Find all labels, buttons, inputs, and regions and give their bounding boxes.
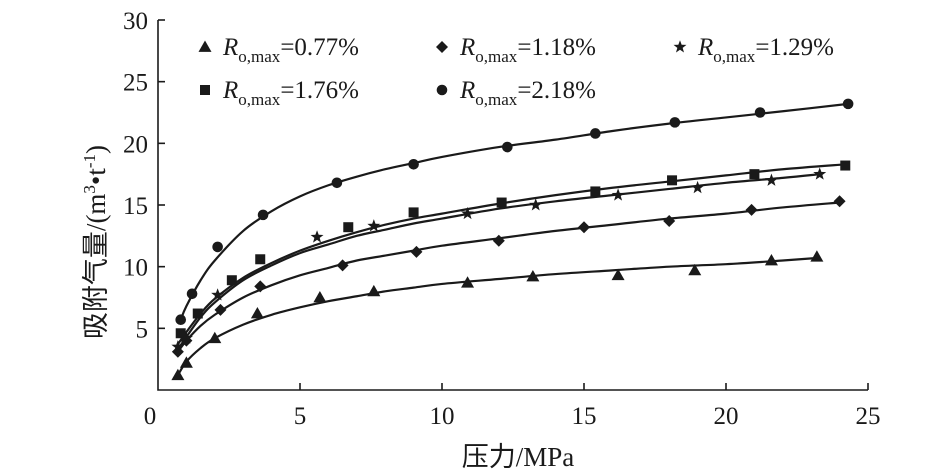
y-axis-title-main: 吸附气量/(m: [81, 194, 111, 340]
data-point-square: [667, 175, 678, 186]
data-markers: [171, 98, 854, 381]
fit-curve-star: [176, 173, 820, 350]
data-point-star: [171, 340, 185, 353]
data-point-triangle: [611, 268, 625, 281]
data-point-circle: [590, 128, 601, 139]
x-tick-label: 0: [144, 403, 157, 430]
data-point-circle: [669, 117, 681, 128]
data-point-circle: [212, 241, 223, 253]
y-tick-label: 10: [123, 255, 148, 282]
data-point-diamond: [492, 234, 505, 247]
data-point-circle: [408, 159, 419, 170]
y-axis-title-sup1: 3: [80, 185, 99, 194]
data-point-triangle: [250, 307, 264, 319]
data-point-diamond: [214, 303, 227, 316]
legend-label-square: Ro,max=1.76%: [222, 77, 359, 109]
data-point-star: [611, 188, 625, 201]
data-point-square: [255, 254, 266, 265]
data-point-square: [192, 308, 203, 319]
data-point-diamond: [745, 203, 758, 216]
data-point-star: [461, 206, 475, 220]
legend-marker-triangle: [198, 40, 212, 52]
x-tick-label: 5: [294, 403, 307, 430]
data-point-triangle: [313, 291, 327, 303]
y-tick-label: 15: [123, 193, 148, 220]
x-axis-title: 压力/MPa: [462, 442, 575, 472]
y-axis-title-end: ): [81, 145, 111, 154]
data-point-diamond: [578, 221, 590, 234]
data-point-triangle: [179, 356, 193, 368]
data-point-diamond: [833, 195, 846, 208]
data-point-star: [179, 331, 193, 344]
data-point-triangle: [688, 263, 702, 276]
data-point-star: [764, 173, 778, 186]
data-point-star: [211, 288, 225, 301]
data-point-triangle: [526, 270, 540, 282]
data-point-star: [310, 230, 324, 243]
data-point-square: [496, 197, 507, 208]
fit-curve-square: [176, 163, 846, 345]
data-point-circle: [754, 107, 766, 118]
y-tick-label: 5: [136, 316, 149, 343]
data-point-square: [343, 222, 354, 233]
data-point-star: [813, 167, 827, 180]
y-axis-title-sup2: -1: [80, 154, 99, 168]
legend: Ro,max=0.77% Ro,max=1.18% Ro,max=1.29% Ro,m…: [198, 34, 834, 109]
data-point-star: [367, 219, 381, 232]
legend-marker-diamond: [436, 41, 448, 53]
x-tick-label: 20: [714, 403, 739, 430]
data-point-triangle: [764, 254, 778, 266]
y-axis-title: 吸附气量/(m3•t-1): [80, 145, 111, 339]
legend-marker-circle: [436, 84, 448, 96]
data-point-triangle: [171, 368, 185, 381]
y-tick-label: 25: [123, 70, 148, 97]
x-tick-label: 10: [430, 403, 455, 430]
data-point-square: [590, 186, 601, 197]
data-point-circle: [257, 209, 269, 221]
data-point-diamond: [171, 345, 184, 358]
data-point-star: [529, 198, 543, 211]
data-point-diamond: [663, 215, 676, 228]
data-point-circle: [175, 314, 187, 326]
data-point-triangle: [461, 276, 475, 288]
data-point-circle: [842, 98, 854, 110]
axes: 0 5 10 15 20 25 5 10 15 20 25 30: [123, 8, 881, 430]
legend-label-diamond: Ro,max=1.18%: [459, 34, 596, 66]
fit-curve-circle: [179, 102, 849, 321]
axis-lines: [157, 20, 868, 391]
data-point-triangle: [367, 284, 381, 297]
data-point-square: [175, 328, 186, 339]
data-point-circle: [186, 288, 198, 300]
data-point-diamond: [410, 245, 423, 258]
data-point-square: [408, 207, 419, 218]
data-point-triangle: [810, 250, 824, 262]
data-point-circle: [502, 141, 513, 153]
legend-marker-star: [673, 40, 687, 53]
fit-curve-triangle: [176, 256, 817, 376]
x-tick-label: 25: [856, 403, 881, 430]
legend-label-triangle: Ro,max=0.77%: [222, 34, 359, 66]
data-point-triangle: [208, 331, 222, 344]
data-point-square: [226, 275, 237, 286]
legend-label-star: Ro,max=1.29%: [697, 34, 834, 66]
y-tick-label: 20: [123, 131, 148, 158]
data-point-circle: [331, 177, 343, 189]
y-tick-label: 30: [123, 8, 148, 35]
data-point-diamond: [254, 280, 267, 293]
x-tick-label: 15: [572, 403, 597, 430]
legend-marker-square: [200, 85, 210, 95]
data-point-diamond: [336, 259, 349, 272]
fit-curves: [176, 102, 849, 376]
legend-label-circle: Ro,max=2.18%: [459, 77, 596, 109]
y-axis-title-mid: •t: [81, 168, 111, 185]
data-point-square: [749, 169, 760, 180]
data-point-square: [840, 160, 851, 171]
data-point-star: [691, 180, 705, 194]
